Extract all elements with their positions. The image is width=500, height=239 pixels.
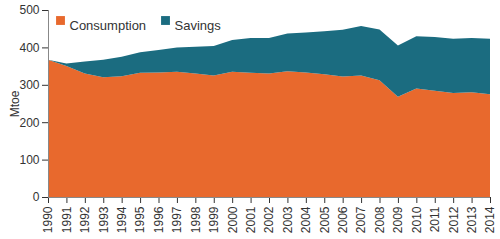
svg-text:2005: 2005 [318, 206, 332, 233]
svg-text:2014: 2014 [483, 206, 497, 233]
svg-text:300: 300 [19, 78, 39, 92]
svg-text:1997: 1997 [170, 206, 184, 233]
svg-text:Savings: Savings [175, 18, 222, 33]
svg-text:2008: 2008 [373, 206, 387, 233]
svg-text:2010: 2010 [410, 206, 424, 233]
svg-text:400: 400 [19, 41, 39, 55]
svg-text:2001: 2001 [244, 206, 258, 233]
svg-text:2003: 2003 [281, 206, 295, 233]
svg-text:2004: 2004 [299, 206, 313, 233]
svg-text:1994: 1994 [115, 206, 129, 233]
svg-text:500: 500 [19, 3, 39, 17]
svg-text:200: 200 [19, 116, 39, 130]
svg-text:0: 0 [33, 190, 40, 204]
svg-text:100: 100 [19, 153, 39, 167]
svg-text:1996: 1996 [152, 206, 166, 233]
svg-text:1998: 1998 [189, 206, 203, 233]
svg-text:2011: 2011 [428, 206, 442, 232]
svg-text:1991: 1991 [60, 206, 74, 233]
svg-text:1990: 1990 [41, 206, 55, 233]
svg-text:Mtoe: Mtoe [8, 90, 22, 117]
svg-text:2002: 2002 [262, 206, 276, 233]
svg-text:Consumption: Consumption [70, 18, 147, 33]
svg-text:2013: 2013 [465, 206, 479, 233]
svg-text:1999: 1999 [207, 206, 221, 233]
svg-text:2000: 2000 [226, 206, 240, 233]
svg-text:2006: 2006 [336, 206, 350, 233]
svg-text:1993: 1993 [97, 206, 111, 233]
svg-text:2009: 2009 [391, 206, 405, 233]
svg-text:1995: 1995 [133, 206, 147, 233]
svg-text:2007: 2007 [354, 206, 368, 233]
svg-text:1992: 1992 [78, 206, 92, 233]
svg-text:2012: 2012 [447, 206, 461, 233]
